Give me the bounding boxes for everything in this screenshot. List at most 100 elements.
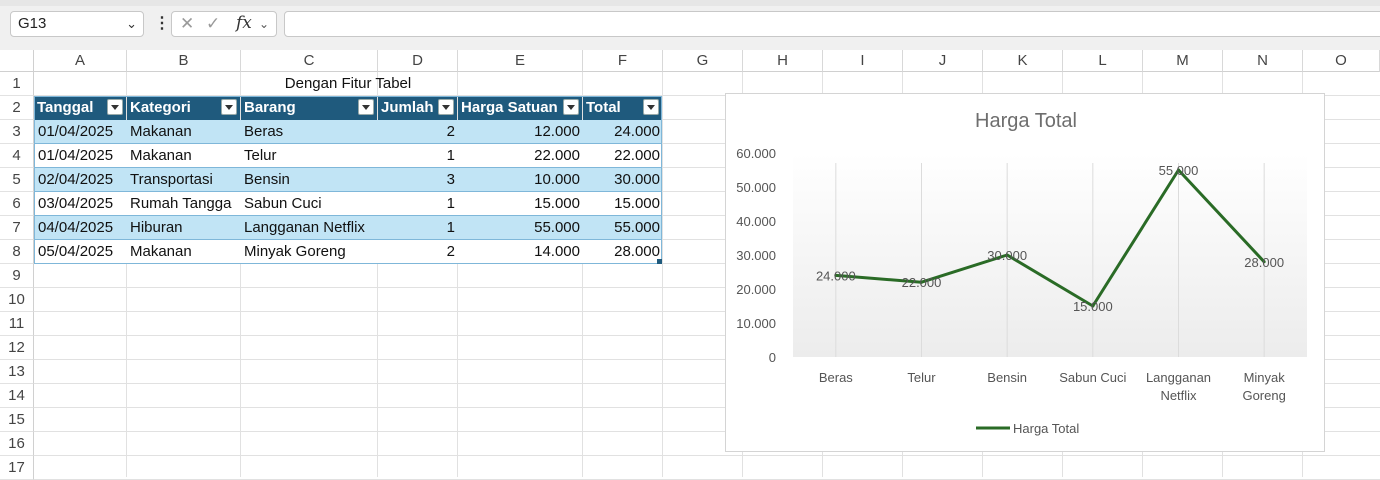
table-cell-kategori[interactable]: Makanan [130, 123, 192, 140]
table-cell-barang[interactable]: Langganan Netflix [244, 219, 365, 236]
table-cell-barang[interactable]: Sabun Cuci [244, 195, 322, 212]
insert-function-button[interactable]: fx [236, 13, 252, 33]
table-cell-harga-satuan[interactable]: 22.000 [534, 147, 580, 164]
table-cell-harga-satuan[interactable]: 10.000 [534, 171, 580, 188]
table-cell-kategori[interactable]: Makanan [130, 243, 192, 260]
table-cell-tanggal[interactable]: 05/04/2025 [38, 243, 114, 260]
table-cell-harga-satuan[interactable]: 55.000 [534, 219, 580, 236]
grid-row-line [34, 311, 1380, 312]
column-header-e[interactable]: E [458, 50, 583, 72]
table-cell-tanggal[interactable]: 04/04/2025 [38, 219, 114, 236]
table-cell-tanggal[interactable]: 02/04/2025 [38, 171, 114, 188]
table-cell-kategori[interactable]: Hiburan [130, 219, 183, 236]
formula-input[interactable] [284, 11, 1380, 37]
table-cell-total[interactable]: 15.000 [614, 195, 660, 212]
row-header-6[interactable]: 6 [0, 192, 34, 216]
table-cell-total[interactable]: 55.000 [614, 219, 660, 236]
row-header-14[interactable]: 14 [0, 384, 34, 408]
row-header-3[interactable]: 3 [0, 120, 34, 144]
table-cell-barang[interactable]: Minyak Goreng [244, 243, 346, 260]
grid-column-line [662, 72, 663, 477]
row-header-13[interactable]: 13 [0, 360, 34, 384]
row-header-17[interactable]: 17 [0, 456, 34, 480]
row-header-4[interactable]: 4 [0, 144, 34, 168]
x-tick-label: Netflix [1160, 388, 1197, 403]
filter-dropdown-icon[interactable] [438, 99, 454, 115]
table-cell-jumlah[interactable]: 1 [446, 219, 455, 236]
column-header-n[interactable]: N [1223, 50, 1303, 72]
column-header-d[interactable]: D [378, 50, 458, 72]
filter-dropdown-icon[interactable] [643, 99, 659, 115]
column-header-o[interactable]: O [1303, 50, 1380, 72]
table-cell-harga-satuan[interactable]: 12.000 [534, 123, 580, 140]
table-cell-total[interactable]: 30.000 [614, 171, 660, 188]
table-header-tanggal[interactable]: Tanggal [34, 96, 126, 120]
grid-row-line [34, 239, 1380, 240]
table-cell-total[interactable]: 24.000 [614, 123, 660, 140]
row-header-8[interactable]: 8 [0, 240, 34, 264]
enter-check-icon[interactable]: ✓ [206, 14, 221, 33]
filter-dropdown-icon[interactable] [563, 99, 579, 115]
table-header-total[interactable]: Total [583, 96, 662, 120]
column-header-i[interactable]: I [823, 50, 903, 72]
row-header-16[interactable]: 16 [0, 432, 34, 456]
column-header-c[interactable]: C [241, 50, 378, 72]
row-header-1[interactable]: 1 [0, 72, 34, 96]
table-resize-handle[interactable] [657, 259, 662, 264]
table-header-barang[interactable]: Barang [241, 96, 377, 120]
row-header-2[interactable]: 2 [0, 96, 34, 120]
table-cell-tanggal[interactable]: 01/04/2025 [38, 123, 114, 140]
table-cell-jumlah[interactable]: 3 [446, 171, 455, 188]
row-header-11[interactable]: 11 [0, 312, 34, 336]
table-cell-jumlah[interactable]: 1 [446, 195, 455, 212]
table-header-label: Kategori [130, 99, 191, 116]
table-cell-barang[interactable]: Telur [244, 147, 277, 164]
table-cell-total[interactable]: 22.000 [614, 147, 660, 164]
sheet-title[interactable]: Dengan Fitur Tabel [284, 75, 412, 92]
grid-column-line [457, 72, 458, 477]
name-box[interactable]: G13 ⌄ [10, 11, 144, 37]
table-cell-jumlah[interactable]: 1 [446, 147, 455, 164]
column-header-f[interactable]: F [583, 50, 663, 72]
table-cell-barang[interactable]: Beras [244, 123, 284, 140]
filter-dropdown-icon[interactable] [221, 99, 237, 115]
column-header-g[interactable]: G [663, 50, 743, 72]
column-header-m[interactable]: M [1143, 50, 1223, 72]
table-cell-harga-satuan[interactable]: 14.000 [534, 243, 580, 260]
cancel-icon[interactable]: ✕ [180, 14, 195, 33]
column-header-b[interactable]: B [127, 50, 241, 72]
table-cell-tanggal[interactable]: 03/04/2025 [38, 195, 114, 212]
more-options-icon[interactable]: ⋮ [154, 15, 170, 32]
column-header-a[interactable]: A [34, 50, 127, 72]
chevron-down-icon[interactable]: ⌄ [259, 17, 270, 31]
column-header-k[interactable]: K [983, 50, 1063, 72]
column-header-h[interactable]: H [743, 50, 823, 72]
table-cell-jumlah[interactable]: 2 [446, 243, 455, 260]
column-header-j[interactable]: J [903, 50, 983, 72]
table-cell-harga-satuan[interactable]: 15.000 [534, 195, 580, 212]
row-header-9[interactable]: 9 [0, 264, 34, 288]
chevron-down-icon[interactable]: ⌄ [126, 16, 137, 31]
row-header-7[interactable]: 7 [0, 216, 34, 240]
row-header-10[interactable]: 10 [0, 288, 34, 312]
row-header-15[interactable]: 15 [0, 408, 34, 432]
table-cell-jumlah[interactable]: 2 [446, 123, 455, 140]
column-header-l[interactable]: L [1063, 50, 1143, 72]
filter-dropdown-icon[interactable] [107, 99, 123, 115]
chart-harga-total[interactable]: Harga Total 0 10.000 20.000 30.000 40.000 50.0… [725, 93, 1325, 452]
table-cell-barang[interactable]: Bensin [244, 171, 290, 188]
table-header-kategori[interactable]: Kategori [127, 96, 240, 120]
data-label: 22.000 [902, 275, 942, 290]
table-header-harga-satuan[interactable]: Harga Satuan [458, 96, 582, 120]
table-header-jumlah[interactable]: Jumlah [378, 96, 457, 120]
row-header-12[interactable]: 12 [0, 336, 34, 360]
table-cell-kategori[interactable]: Rumah Tangga [130, 195, 232, 212]
table-cell-kategori[interactable]: Transportasi [130, 171, 213, 188]
table-cell-tanggal[interactable]: 01/04/2025 [38, 147, 114, 164]
filter-dropdown-icon[interactable] [358, 99, 374, 115]
select-all-corner[interactable] [0, 50, 34, 72]
row-header-5[interactable]: 5 [0, 168, 34, 192]
table-cell-total[interactable]: 28.000 [614, 243, 660, 260]
table-header-label: Jumlah [381, 99, 434, 116]
table-cell-kategori[interactable]: Makanan [130, 147, 192, 164]
